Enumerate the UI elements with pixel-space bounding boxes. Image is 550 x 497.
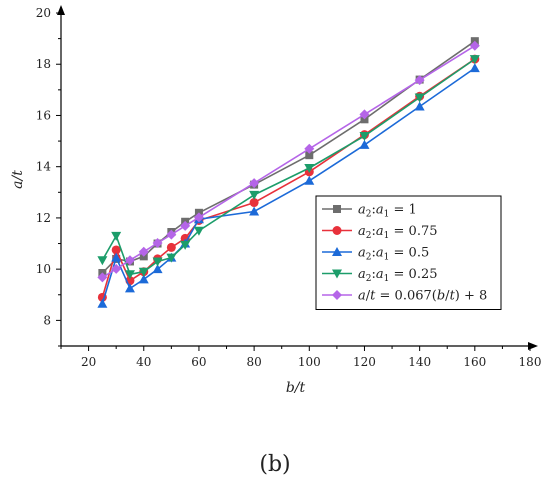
x-tick-label: 160: [463, 355, 486, 369]
x-tick-label: 20: [81, 355, 96, 369]
data-point: [166, 242, 176, 252]
line-chart: 20 40 60 80 100 120 140 160 180 8 10 12 14 16 18 20 b/t a…: [10, 5, 541, 396]
y-tick-label: 20: [36, 6, 51, 20]
data-point: [152, 257, 163, 267]
data-point: [180, 220, 191, 231]
data-point: [304, 175, 315, 185]
legend-item-1: a2:a1 = 1: [322, 203, 417, 220]
data-point: [180, 240, 191, 250]
x-tick-label: 120: [353, 355, 376, 369]
legend-item-3: a2:a1 = 0.5: [322, 246, 429, 263]
legend-item-4: a2:a1 = 0.25: [322, 267, 438, 284]
data-point: [97, 256, 108, 266]
legend: a2:a1 = 1 a2:a1 = 0.75 a2:a1 = 0.5 a2:a1 = …: [315, 195, 502, 310]
x-tick-label: 80: [246, 355, 261, 369]
legend-label: a2:a1 = 0.5: [358, 246, 429, 263]
legend-label: a2:a1 = 1: [358, 203, 417, 220]
axes: 20 40 60 80 100 120 140 160 180 8 10 12 14 16 18 20 b/t a…: [10, 5, 541, 396]
data-point: [166, 253, 177, 263]
data-point: [359, 139, 370, 149]
data-point: [414, 75, 425, 86]
data-point: [152, 264, 163, 274]
data-point: [193, 226, 204, 236]
data-point: [249, 178, 260, 189]
y-tick-label: 18: [36, 57, 51, 71]
x-tick-label: 180: [519, 355, 542, 369]
legend-marker: [332, 269, 342, 279]
legend-marker: [333, 205, 341, 213]
data-point: [249, 190, 260, 200]
figure-caption: (b): [259, 452, 291, 477]
data-point: [193, 212, 204, 223]
y-tick-label: 14: [36, 160, 52, 174]
data-point: [414, 93, 425, 103]
y-tick-label: 8: [43, 313, 51, 327]
data-point: [138, 246, 149, 257]
data-point: [138, 274, 149, 284]
data-point: [111, 252, 122, 262]
data-point: [305, 151, 314, 160]
data-point: [469, 55, 480, 65]
data-point: [304, 163, 315, 173]
data-point: [111, 245, 121, 255]
data-point: [111, 263, 122, 274]
data-point: [97, 298, 108, 308]
data-point: [152, 238, 163, 249]
x-tick-label: 40: [136, 355, 151, 369]
legend-marker: [332, 226, 342, 235]
y-axis-title: a/t: [10, 170, 26, 189]
legend-label: a/t = 0.067(b/t) + 8: [358, 289, 487, 304]
legend-marker: [332, 290, 342, 300]
series-5: [97, 40, 480, 283]
data-point: [138, 267, 149, 277]
data-point: [124, 270, 135, 280]
y-tick-label: 12: [36, 211, 51, 225]
x-tick-label: 100: [298, 355, 321, 369]
data-point: [249, 198, 259, 208]
data-point: [111, 231, 122, 241]
legend-item-2: a2:a1 = 0.75: [322, 224, 438, 241]
data-point: [249, 206, 260, 216]
x-tick-label: 60: [191, 355, 206, 369]
x-axis-title: b/t: [286, 380, 306, 396]
legend-item-5: a/t = 0.067(b/t) + 8: [322, 289, 487, 304]
data-point: [166, 229, 177, 240]
series-4: [97, 55, 480, 280]
data-point: [124, 255, 135, 266]
legend-marker: [332, 247, 342, 256]
series-layer: [97, 37, 480, 308]
data-point: [359, 109, 370, 120]
data-point: [124, 283, 135, 293]
data-point: [359, 131, 370, 141]
legend-label: a2:a1 = 0.25: [358, 267, 438, 284]
data-point: [304, 143, 315, 154]
data-point: [414, 101, 425, 111]
legend-label: a2:a1 = 0.75: [358, 224, 438, 241]
x-tick-label: 140: [408, 355, 431, 369]
data-point: [97, 272, 108, 283]
y-tick-label: 16: [36, 108, 51, 122]
y-tick-label: 10: [36, 262, 51, 276]
data-point: [469, 63, 480, 73]
data-point: [469, 40, 480, 51]
